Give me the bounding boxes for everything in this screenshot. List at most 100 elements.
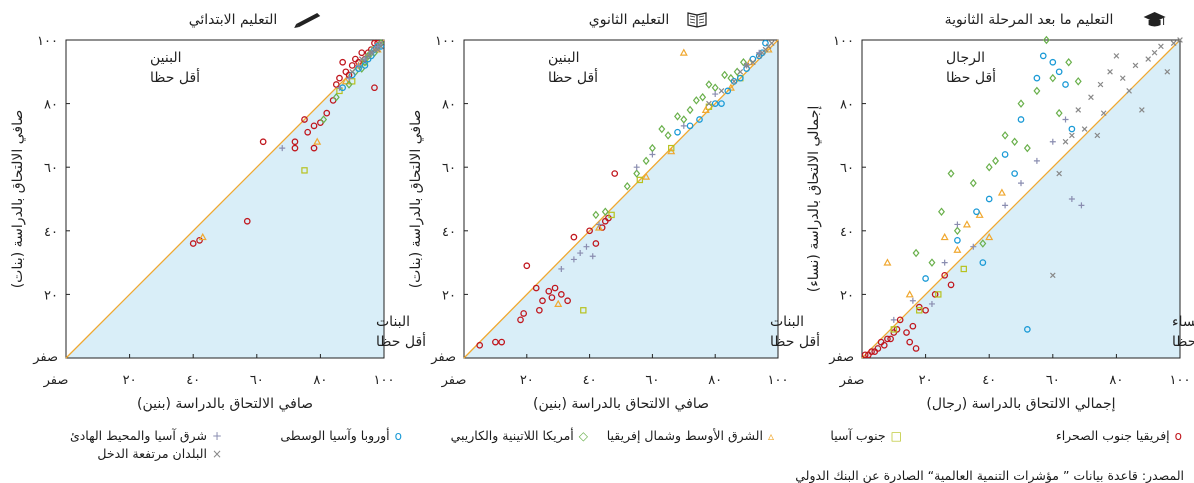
data-point xyxy=(1069,132,1075,139)
chart-title: التعليم الابتدائي xyxy=(189,12,278,28)
x-tick-label: ٦٠ xyxy=(1046,373,1060,388)
x-tick-label: صفر xyxy=(441,373,467,388)
data-point xyxy=(259,138,267,146)
y-tick-label: ١٠٠ xyxy=(37,34,58,49)
y-tick-label: ٤٠ xyxy=(840,225,854,240)
chart-panel-3: صفر صفر ٢٠ ٢٠ ٤٠ ٤٠ ٦٠ ٦٠ ٨٠ ٨٠ ١٠٠ ١٠٠ إجمالي الالت… xyxy=(806,12,1194,412)
data-point xyxy=(912,345,920,352)
data-point xyxy=(642,156,650,166)
legend-marker: ◇ xyxy=(578,428,588,443)
legend-marker: o xyxy=(394,428,402,443)
data-point xyxy=(586,227,593,235)
legend-label: أوروبا وآسيا الوسطى xyxy=(280,428,390,443)
data-point xyxy=(1024,326,1031,333)
data-point xyxy=(548,294,556,301)
data-point xyxy=(739,58,747,67)
chart-title: التعليم الثانوي xyxy=(589,12,670,28)
legend-label: البلدان مرتفعة الدخل xyxy=(97,446,207,461)
data-point xyxy=(608,211,615,219)
data-point xyxy=(332,92,340,102)
data-point xyxy=(664,131,672,140)
data-point xyxy=(633,164,640,171)
data-point xyxy=(592,210,600,220)
data-point xyxy=(1097,81,1104,88)
series-7 xyxy=(1049,37,1183,279)
data-point xyxy=(1049,138,1056,145)
data-point xyxy=(1075,107,1082,113)
y-tick-label: ٨٠ xyxy=(840,98,854,113)
data-point xyxy=(352,55,359,63)
data-point xyxy=(545,287,553,295)
legend-item: ◇ أمريكا اللاتينية والكاريبي xyxy=(451,428,588,443)
data-point xyxy=(733,67,741,77)
data-point xyxy=(887,335,894,343)
data-point xyxy=(1042,35,1050,45)
data-point xyxy=(674,128,681,136)
x-tick-label: ١٠٠ xyxy=(768,373,789,388)
data-point xyxy=(979,239,987,248)
data-point xyxy=(1145,56,1152,62)
x-axis-label: صافي الالتحاق بالدراسة (بنين) xyxy=(137,396,313,412)
legend-marker: □ xyxy=(890,428,902,443)
series-4 xyxy=(592,58,747,220)
annotation-bottom-note: أقل حظا xyxy=(376,332,426,350)
data-point xyxy=(243,217,251,225)
data-point xyxy=(1001,131,1009,140)
data-point xyxy=(909,322,917,330)
data-point xyxy=(374,43,381,50)
data-point xyxy=(941,259,948,266)
y-tick-label: ٦٠ xyxy=(44,161,58,176)
data-point xyxy=(1011,137,1019,147)
data-point xyxy=(358,49,366,57)
data-point xyxy=(718,88,725,94)
parity-line xyxy=(65,39,385,359)
data-point xyxy=(947,169,955,178)
annotation-top-note: أقل حظا xyxy=(548,68,598,86)
data-point xyxy=(960,265,967,273)
legend-item: ▵ الشرق الأوسط وشمال إفريقيا xyxy=(607,428,774,443)
y-axis-label: صافي الالتحاق بالدراسة (بنات) xyxy=(10,110,26,289)
data-point xyxy=(680,122,687,129)
data-point xyxy=(928,300,935,307)
y-axis-label: صافي الالتحاق بالدراسة (بنات) xyxy=(408,110,424,289)
y-tick-label: ٦٠ xyxy=(840,161,854,176)
data-point xyxy=(1074,77,1082,86)
data-point xyxy=(1001,151,1009,158)
graduation-cap-icon xyxy=(1143,12,1166,27)
x-axis-label: إجمالي الالتحاق بالدراسة (رجال) xyxy=(926,396,1115,412)
legend-marker: o xyxy=(1174,428,1182,443)
data-point xyxy=(1011,170,1018,177)
data-point xyxy=(348,62,356,69)
data-point xyxy=(874,345,882,352)
data-point xyxy=(692,96,700,105)
data-point xyxy=(1049,58,1057,66)
legend-marker: × xyxy=(211,446,222,461)
annotation-top-group: الرجال xyxy=(946,50,985,66)
data-point xyxy=(1119,75,1126,81)
data-point xyxy=(686,105,694,115)
data-point xyxy=(536,306,543,314)
data-point xyxy=(1033,157,1040,164)
series-5 xyxy=(922,52,1076,333)
data-point xyxy=(679,48,688,56)
data-point xyxy=(523,262,531,270)
data-point xyxy=(341,77,350,85)
y-tick-label: ٢٠ xyxy=(442,288,456,303)
data-point xyxy=(973,208,980,216)
data-point xyxy=(1088,94,1094,101)
y-tick-label: صفر xyxy=(32,350,58,365)
data-point xyxy=(1068,125,1076,133)
x-tick-label: ١٠٠ xyxy=(1170,373,1191,388)
data-point xyxy=(1033,86,1041,96)
data-point xyxy=(558,265,565,272)
data-point xyxy=(592,240,600,247)
chart-panel-2: صفر صفر ٢٠ ٢٠ ٤٠ ٤٠ ٦٠ ٦٠ ٨٠ ٨٠ ١٠٠ ١٠٠ صافي الالتحا… xyxy=(408,12,820,412)
data-point xyxy=(997,188,1006,196)
data-point xyxy=(721,70,729,80)
annotation-bottom-group: البنات xyxy=(376,314,410,330)
data-point xyxy=(601,207,609,216)
series-6 xyxy=(890,116,1085,323)
data-point xyxy=(756,49,763,56)
annotation-bottom-note: أقل حظا xyxy=(1172,332,1194,350)
data-point xyxy=(323,109,331,117)
